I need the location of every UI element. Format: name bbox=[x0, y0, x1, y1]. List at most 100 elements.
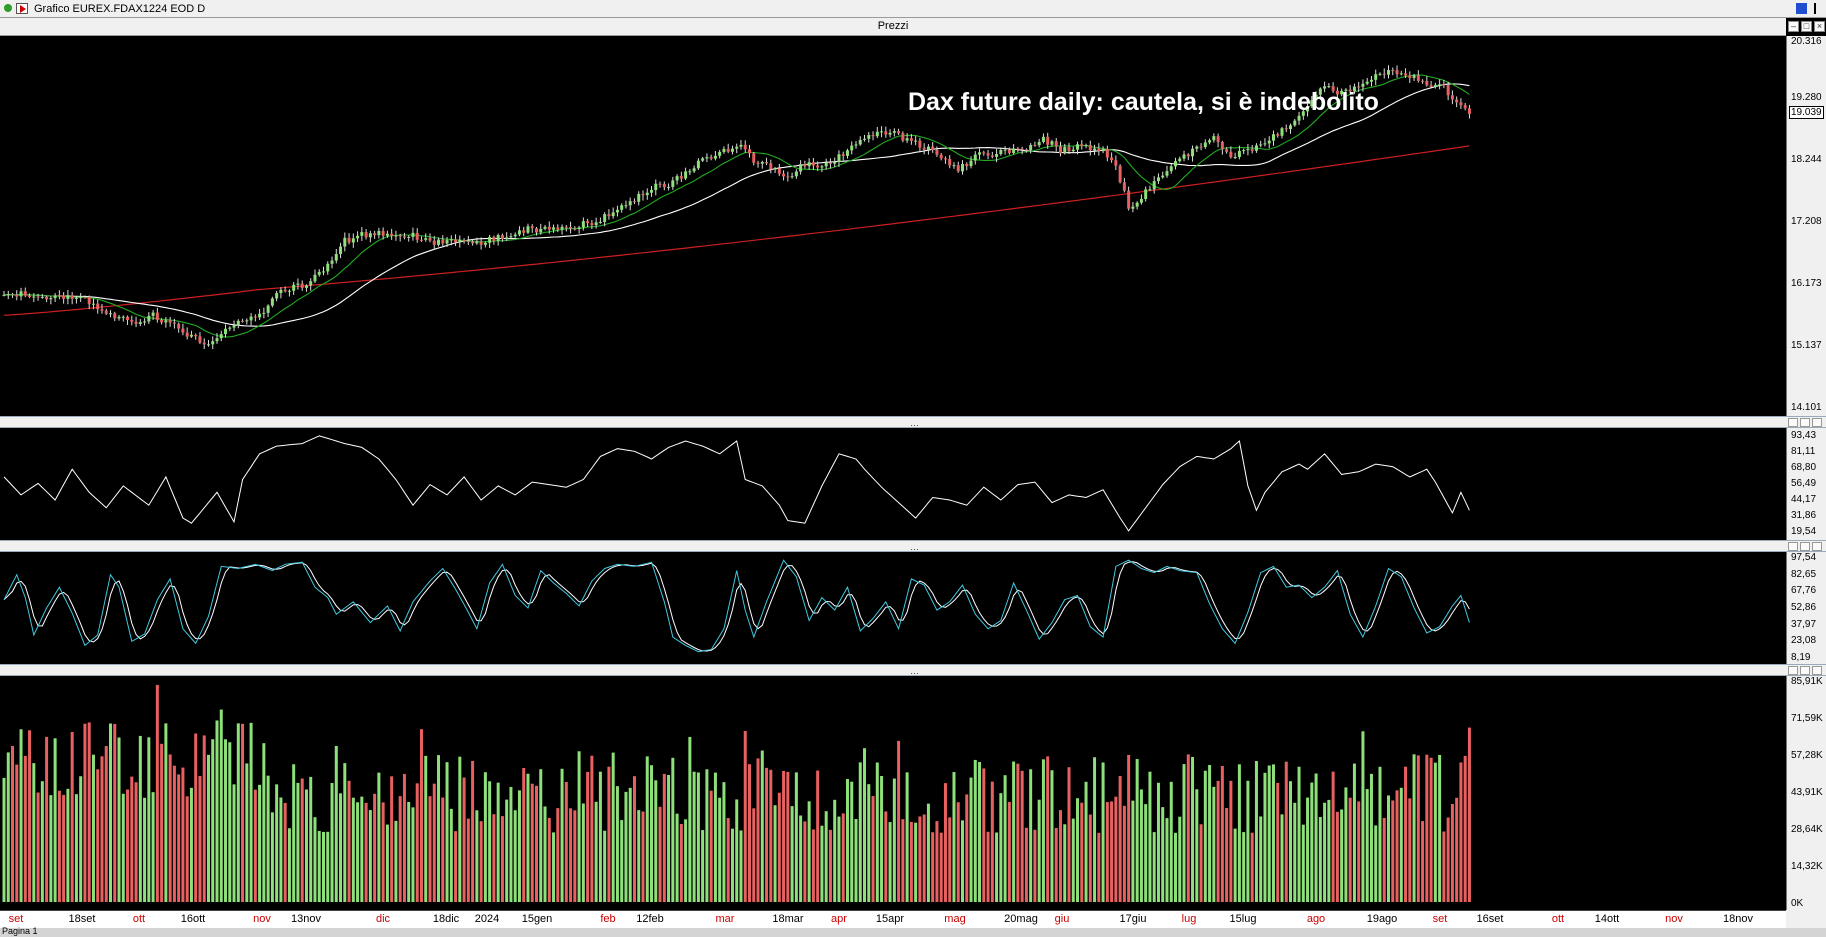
separator-grip-icon[interactable]: … bbox=[910, 418, 919, 428]
volume-bar bbox=[713, 772, 717, 902]
volume-bar bbox=[1097, 832, 1101, 902]
close-panel-icon[interactable]: × bbox=[1814, 21, 1825, 32]
price-candle bbox=[1416, 75, 1420, 81]
volume-bar bbox=[147, 737, 151, 902]
price-candle bbox=[1306, 106, 1310, 112]
maximize-icon[interactable] bbox=[1796, 3, 1807, 14]
pane-separator[interactable]: … bbox=[0, 664, 1826, 676]
pane-minimize-icon[interactable] bbox=[1788, 542, 1798, 551]
pane-close-icon[interactable] bbox=[1812, 542, 1822, 551]
volume-bar bbox=[313, 817, 317, 902]
price-candle bbox=[432, 240, 436, 245]
chart-app-icon[interactable] bbox=[16, 3, 28, 14]
volume-bar bbox=[339, 793, 343, 902]
price-candle bbox=[884, 131, 888, 135]
volume-bar bbox=[292, 764, 296, 902]
stochastic-chart[interactable] bbox=[0, 552, 1786, 664]
separator-grip-icon[interactable]: … bbox=[910, 542, 919, 552]
volume-bar bbox=[155, 684, 159, 902]
price-candle bbox=[28, 295, 32, 297]
volume-bar bbox=[96, 769, 100, 902]
price-candle bbox=[194, 334, 198, 337]
volume-bar bbox=[381, 802, 385, 902]
price-candle bbox=[2, 294, 6, 296]
price-candle bbox=[990, 155, 994, 157]
price-candle bbox=[1076, 144, 1080, 150]
pane-minimize-icon[interactable] bbox=[1788, 666, 1798, 675]
pane-restore-icon[interactable] bbox=[1800, 418, 1810, 427]
volume-bar bbox=[875, 762, 879, 902]
date-axis[interactable]: set 18set ott 16ott nov 13nov dic 18dic 2024 15ge… bbox=[0, 910, 1786, 928]
volume-pane[interactable] bbox=[0, 676, 1786, 910]
price-candle bbox=[841, 154, 845, 156]
price-candle bbox=[986, 153, 990, 156]
volume-bar bbox=[1203, 770, 1207, 902]
pane-minimize-icon[interactable] bbox=[1788, 418, 1798, 427]
volume-bar bbox=[215, 720, 219, 902]
price-candle bbox=[833, 161, 837, 164]
volume-bar bbox=[160, 743, 164, 902]
price-candle bbox=[888, 132, 892, 135]
volume-bar bbox=[948, 817, 952, 902]
volume-bar bbox=[79, 776, 83, 902]
price-candle bbox=[1088, 145, 1092, 151]
price-candle bbox=[743, 144, 747, 150]
stochastic-axis[interactable]: 97,54 82,65 67,76 52,86 37,97 23,08 8,19 bbox=[1786, 552, 1826, 664]
volume-bar bbox=[590, 755, 594, 902]
volume-bar bbox=[892, 778, 896, 902]
volume-bar bbox=[479, 821, 483, 902]
volume-bar bbox=[91, 754, 95, 902]
volume-bar bbox=[935, 821, 939, 902]
minimize-panel-icon[interactable]: – bbox=[1788, 21, 1799, 32]
volume-chart[interactable] bbox=[0, 676, 1786, 910]
volume-bar bbox=[1442, 831, 1446, 902]
volume-bar bbox=[11, 745, 15, 902]
page-tab[interactable]: Pagina 1 bbox=[2, 926, 38, 936]
close-window-icon[interactable] bbox=[1814, 3, 1824, 14]
volume-bar bbox=[786, 771, 790, 902]
price-candle bbox=[266, 305, 270, 313]
volume-bar bbox=[53, 738, 57, 902]
price-candle bbox=[317, 271, 321, 275]
axis-tick-label: 8,19 bbox=[1791, 652, 1811, 663]
volume-bar bbox=[262, 743, 266, 902]
pane-separator[interactable]: … bbox=[0, 540, 1826, 552]
stochastic-pane[interactable] bbox=[0, 552, 1786, 664]
price-candle bbox=[1242, 150, 1246, 152]
volume-bar bbox=[19, 729, 23, 902]
price-candle bbox=[1387, 70, 1390, 75]
price-chart-pane[interactable]: Dax future daily: cautela, si è indeboli… bbox=[0, 36, 1786, 416]
volume-bar bbox=[931, 832, 935, 902]
pane-separator[interactable]: … bbox=[0, 416, 1826, 428]
separator-grip-icon[interactable]: … bbox=[910, 666, 919, 676]
price-candle bbox=[471, 241, 475, 244]
rsi-chart[interactable] bbox=[0, 428, 1786, 540]
rsi-axis[interactable]: 93,43 81,11 68,80 56,49 44,17 31,86 19,54 bbox=[1786, 428, 1826, 540]
date-axis-label: 15lug bbox=[1229, 913, 1257, 925]
restore-panel-icon[interactable]: □ bbox=[1801, 21, 1812, 32]
pane-close-icon[interactable] bbox=[1812, 418, 1822, 427]
price-chart[interactable] bbox=[0, 36, 1786, 416]
price-candle bbox=[1267, 140, 1271, 144]
price-candle bbox=[641, 193, 645, 196]
pane-close-icon[interactable] bbox=[1812, 666, 1822, 675]
volume-bar bbox=[1450, 803, 1454, 902]
price-candle bbox=[569, 226, 573, 229]
volume-bar bbox=[1301, 824, 1305, 902]
pane-restore-icon[interactable] bbox=[1800, 666, 1810, 675]
pane-restore-icon[interactable] bbox=[1800, 542, 1810, 551]
volume-bar bbox=[121, 793, 125, 902]
price-candle bbox=[249, 316, 253, 321]
volume-bar bbox=[296, 782, 300, 902]
volume-bar bbox=[552, 832, 556, 902]
price-axis[interactable]: 20.316 19.280 18.244 17.208 16.173 15.137 14.1… bbox=[1786, 36, 1826, 416]
price-candle bbox=[1357, 86, 1361, 88]
volume-bar bbox=[777, 792, 781, 902]
volume-axis[interactable]: 85,91K 71,59K 57,28K 43,91K 28,64K 14,32K 0K bbox=[1786, 676, 1826, 910]
volume-bar bbox=[748, 764, 751, 902]
rsi-pane[interactable] bbox=[0, 428, 1786, 540]
volume-bar bbox=[356, 802, 360, 902]
axis-tick-label: 14.101 bbox=[1791, 402, 1822, 413]
price-candle bbox=[428, 238, 432, 241]
price-candle bbox=[684, 171, 688, 179]
